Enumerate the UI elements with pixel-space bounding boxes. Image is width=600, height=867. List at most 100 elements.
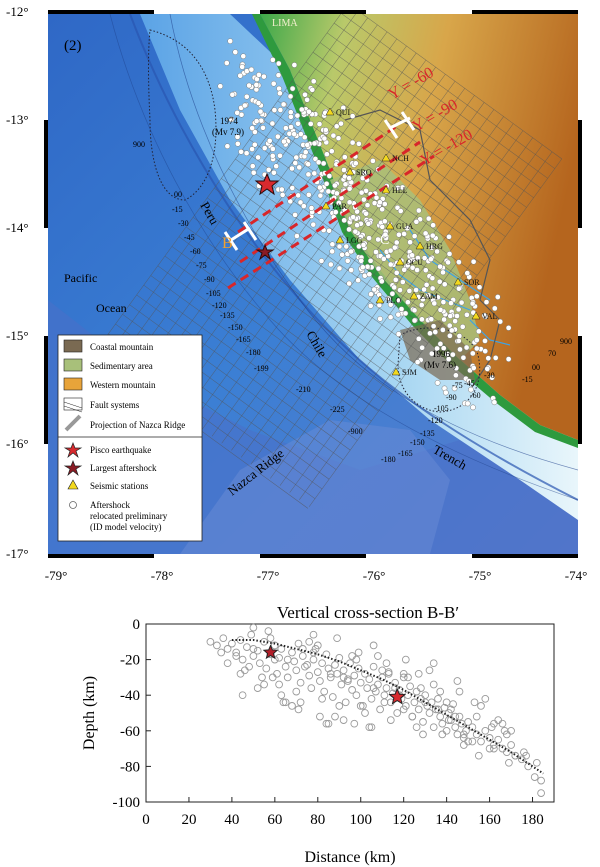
aftershock-marker	[421, 255, 428, 261]
largest-aftershock-point	[388, 687, 407, 705]
contour-label: -180	[381, 455, 396, 464]
aftershock-marker	[434, 248, 440, 255]
aftershock-marker	[466, 378, 472, 384]
aftershock-marker	[279, 192, 286, 198]
aftershock-point	[277, 691, 286, 700]
aftershock-point	[436, 712, 445, 721]
aftershock-marker	[280, 101, 287, 108]
aftershock-point	[348, 652, 356, 660]
aftershock-marker	[430, 323, 437, 330]
aftershock-marker	[341, 167, 347, 173]
aftershock-marker	[468, 386, 474, 393]
aftershock-point	[264, 627, 273, 635]
aftershock-point	[281, 698, 290, 707]
aftershock-point	[399, 669, 408, 678]
map-legend: Coastal mountain Sedimentary area Wester…	[57, 334, 203, 542]
lon-tick: -79°	[45, 568, 68, 583]
fault-line	[277, 100, 492, 257]
aftershock-marker	[298, 131, 304, 137]
x-axis-label: Distance (km)	[304, 849, 395, 866]
aftershock-marker	[253, 118, 260, 124]
aftershock-marker	[387, 301, 394, 308]
aftershock-marker	[346, 199, 353, 206]
aftershock-marker	[387, 314, 394, 321]
station-marker	[345, 167, 355, 176]
aftershock-point	[253, 646, 262, 655]
station-marker	[375, 295, 385, 304]
aftershock-marker	[427, 330, 433, 337]
aftershock-point	[307, 684, 316, 692]
aftershock-point	[414, 669, 423, 678]
plot-area	[145, 623, 555, 803]
aftershock-marker	[281, 138, 287, 145]
aftershock-marker	[224, 143, 231, 150]
aftershock-point	[266, 634, 275, 643]
aftershock-marker	[453, 372, 459, 379]
aftershock-marker	[340, 104, 347, 111]
aftershock-point	[494, 735, 503, 744]
aftershock-marker	[289, 85, 296, 92]
aftershock-marker	[346, 185, 353, 192]
aftershock-marker	[271, 169, 277, 176]
cross-section-lines	[223, 111, 435, 290]
fault-line	[172, 59, 427, 409]
lat-tick: -16°	[6, 436, 29, 451]
contour-label: -150	[228, 323, 243, 332]
aftershock-marker	[422, 230, 429, 237]
fault-line	[240, 109, 495, 458]
aftershock-point	[417, 684, 425, 692]
legend-aftershock-circle-icon	[69, 501, 77, 509]
aftershock-point	[361, 669, 369, 678]
aftershock-marker	[296, 164, 303, 171]
aftershock-point	[419, 730, 427, 739]
pisco-earthquake-star	[254, 172, 280, 196]
aftershock-marker	[229, 91, 236, 98]
aftershock-marker	[307, 121, 314, 127]
aftershock-marker	[325, 188, 332, 195]
contour-label: -45	[464, 379, 475, 388]
aftershock-marker	[482, 338, 488, 344]
aftershock-point	[333, 634, 341, 643]
aftershock-marker	[275, 72, 282, 79]
aftershock-point	[369, 641, 378, 650]
station-label: GUA	[396, 222, 414, 231]
fault-line	[143, 38, 398, 387]
x-tick-label: 160	[478, 812, 501, 828]
station-marker	[395, 257, 405, 266]
aftershock-marker	[366, 271, 373, 278]
aftershock-point	[223, 659, 232, 668]
aftershock-point	[247, 630, 256, 639]
aftershock-marker	[418, 302, 425, 308]
contour-label: -90	[446, 393, 457, 402]
aftershock-point	[279, 698, 288, 707]
aftershock-marker	[441, 281, 448, 288]
x-tick-label: 60	[267, 812, 282, 828]
aftershock-marker	[440, 327, 446, 333]
aftershock-marker	[336, 265, 343, 272]
aftershock-point	[425, 709, 434, 717]
aftershock-point	[350, 671, 359, 680]
aftershock-marker	[276, 85, 282, 92]
aftershock-marker	[407, 239, 413, 246]
aftershock-marker	[311, 140, 318, 147]
aftershock-marker	[311, 170, 318, 177]
aftershock-marker	[422, 267, 429, 274]
aftershock-point	[399, 705, 408, 714]
station-label: ZAM	[420, 292, 438, 301]
fault-line	[199, 207, 414, 363]
contour-label: -210	[296, 385, 311, 394]
aftershock-marker	[341, 217, 348, 224]
aftershock-marker	[217, 83, 224, 90]
aftershock-marker	[393, 239, 400, 246]
fault-line	[299, 151, 553, 500]
aftershock-marker	[318, 258, 325, 264]
contour-label: -165	[398, 449, 413, 458]
lat-tick: -13°	[6, 112, 29, 127]
aftershock-marker	[440, 299, 447, 305]
aftershock-marker	[316, 184, 323, 191]
aftershock-marker	[223, 60, 230, 66]
aftershock-marker	[414, 267, 420, 273]
fault-line	[221, 95, 475, 444]
aftershock-point	[262, 664, 271, 673]
legend-label-aftershock: Aftershock	[90, 500, 130, 510]
